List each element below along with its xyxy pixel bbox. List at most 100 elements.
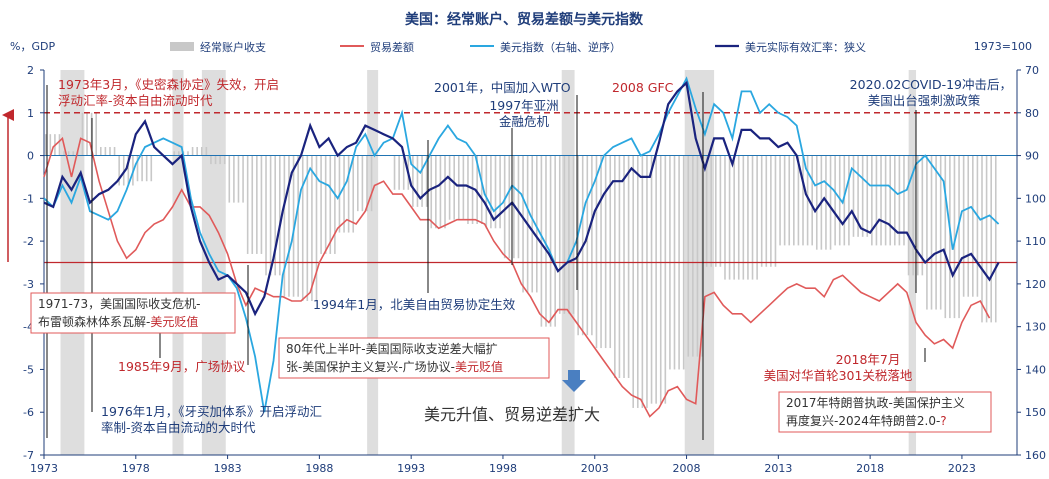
- current-account-bar: [641, 155, 644, 408]
- current-account-bar: [632, 155, 634, 408]
- current-account-bar: [297, 155, 299, 297]
- current-account-bars: [44, 112, 997, 408]
- current-account-bar: [939, 155, 942, 310]
- current-account-bar: [173, 151, 176, 156]
- annotation-asia-crisis-line1: 1997年亚洲: [489, 98, 558, 113]
- current-account-bar: [425, 155, 428, 207]
- current-account-bar: [320, 155, 322, 254]
- current-account-bar: [145, 155, 148, 182]
- current-account-bar: [935, 155, 937, 310]
- current-account-bar: [503, 155, 506, 259]
- current-account-bar: [788, 155, 791, 246]
- svg-text:再度复兴-2024年特朗普2.0-?: 再度复兴-2024年特朗普2.0-?: [786, 413, 947, 428]
- current-account-bar: [113, 147, 116, 156]
- current-account-bar: [916, 155, 919, 276]
- current-account-bar: [595, 155, 598, 349]
- current-account-bar: [251, 155, 254, 254]
- x-tick-label: 2008: [673, 462, 701, 475]
- current-account-bar: [278, 155, 281, 276]
- current-account-bar: [701, 155, 703, 357]
- current-account-bar: [219, 155, 221, 165]
- legend-label-reer: 美元实际有效汇率：狭义: [745, 40, 866, 54]
- current-account-bar: [141, 155, 143, 182]
- current-account-bar: [962, 155, 965, 297]
- current-account-bar: [283, 155, 286, 297]
- current-account-bar: [200, 147, 203, 156]
- annotation-nafta: 1994年1月，北美自由贸易协定生效: [313, 297, 516, 312]
- current-account-bar: [334, 155, 336, 254]
- current-account-bar: [191, 147, 194, 156]
- current-account-bar: [435, 155, 437, 229]
- annotation-covid-line2: 美国出台强刺激政策: [868, 93, 981, 108]
- current-account-bar: [522, 155, 524, 293]
- current-account-bar: [623, 155, 625, 378]
- current-account-bar: [889, 155, 892, 246]
- left-tick-label: 1: [27, 107, 34, 120]
- current-account-bar: [256, 155, 258, 254]
- current-account-bar: [760, 155, 763, 267]
- current-account-bar: [196, 147, 198, 156]
- current-account-bar: [347, 155, 350, 233]
- current-account-bar: [609, 155, 612, 349]
- annotation-tariff-line1: 2018年7月: [836, 352, 901, 367]
- right-tick-label: 90: [1025, 150, 1039, 163]
- current-account-bar: [802, 155, 804, 246]
- current-account-bar: [994, 155, 997, 323]
- down-arrow-icon: [562, 370, 586, 392]
- current-account-bar: [990, 155, 992, 323]
- annotation-tariff-line2: 美国对华首轮301关税落地: [764, 368, 913, 383]
- current-account-bar: [893, 155, 896, 246]
- current-account-bar: [223, 155, 226, 165]
- current-account-bar: [563, 155, 566, 314]
- current-account-bar: [494, 155, 497, 229]
- current-account-bar: [737, 155, 740, 280]
- right-tick-label: 160: [1025, 449, 1046, 462]
- current-account-bar: [324, 155, 327, 254]
- x-tick-label: 2023: [948, 462, 976, 475]
- current-account-bar: [485, 155, 488, 229]
- current-account-bar: [540, 155, 543, 327]
- current-account-bar: [751, 155, 754, 280]
- annotation-jamaica-line2: 率制-资本自由流动的大时代: [101, 420, 256, 435]
- current-account-bar: [549, 155, 552, 327]
- left-axis: 2 1 0 -1 -2 -3 -4 -5 -6 -7: [23, 64, 44, 462]
- current-account-bar: [210, 155, 212, 165]
- legend-label-trade-balance: 贸易差额: [370, 40, 414, 54]
- current-account-bar: [421, 155, 423, 207]
- left-tick-label: 2: [27, 64, 34, 77]
- legend-label-dollar-index: 美元指数（右轴、逆序）: [500, 40, 621, 54]
- current-account-bar: [301, 155, 304, 301]
- current-account-bar: [453, 155, 455, 220]
- current-account-bar: [604, 155, 607, 349]
- current-account-bar: [926, 155, 928, 310]
- current-account-bar: [770, 155, 772, 267]
- current-account-bar: [659, 155, 662, 404]
- chart-title: 美国：经常账户、贸易差额与美元指数: [405, 11, 644, 28]
- current-account-bar: [829, 155, 832, 250]
- current-account-bar: [614, 155, 616, 378]
- current-account-bar: [246, 155, 249, 254]
- current-account-bar: [848, 155, 850, 246]
- current-account-bar: [228, 155, 231, 203]
- right-tick-label: 80: [1025, 107, 1039, 120]
- current-account-bar: [779, 155, 781, 246]
- right-axis-note: 1973=100: [974, 40, 1032, 53]
- right-tick-label: 140: [1025, 363, 1046, 376]
- current-account-bar: [554, 155, 556, 327]
- legend-label-current-account: 经常账户收支: [200, 40, 266, 54]
- current-account-bar: [490, 155, 492, 229]
- current-account-bar: [692, 155, 694, 357]
- dollar-index-line: [43, 76, 1000, 413]
- current-account-bar: [357, 155, 359, 212]
- current-account-bar: [508, 155, 511, 259]
- x-tick-label: 1978: [122, 462, 150, 475]
- reer-line: [43, 80, 1000, 317]
- current-account-bar: [903, 155, 905, 246]
- current-account-bar: [806, 155, 809, 246]
- x-tick-label: 1988: [305, 462, 333, 475]
- current-account-bar: [178, 151, 180, 156]
- current-account-bar: [871, 155, 873, 246]
- current-account-bar: [591, 155, 593, 336]
- current-account-bar: [536, 155, 538, 293]
- current-account-bar: [306, 155, 309, 301]
